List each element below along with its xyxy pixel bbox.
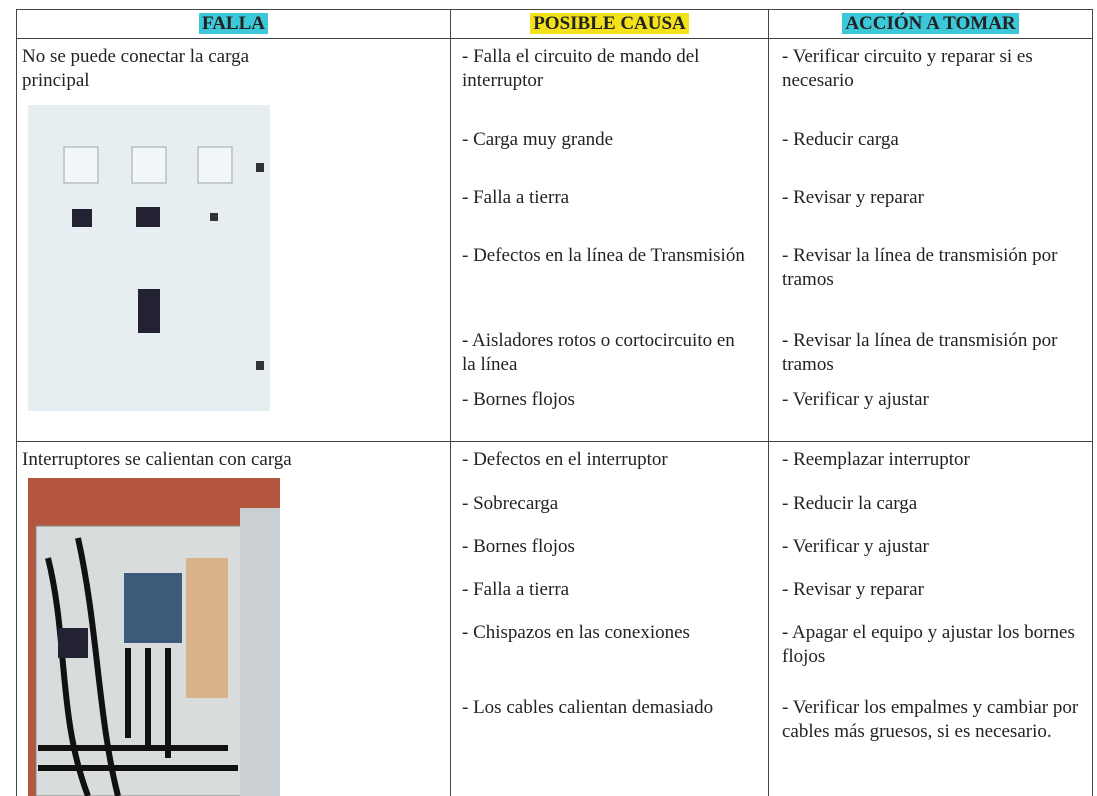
cause: - Defectos en la línea de Transmisión (462, 245, 745, 266)
cause: - Los cables calientan demasiado (462, 697, 714, 718)
enclosure-photo (28, 478, 280, 796)
action: - Reemplazar interruptor (782, 449, 970, 470)
rule (1092, 9, 1093, 796)
header-cell: POSIBLE CAUSA (451, 11, 768, 37)
action: - Reducir la carga (782, 493, 918, 514)
action: - Revisar y reparar (782, 579, 924, 600)
cause: - Chispazos en las conexiones (462, 622, 690, 643)
cause: - Sobrecarga (462, 493, 559, 514)
cause: - Falla a tierra (462, 579, 570, 600)
header-cell: FALLA (17, 11, 450, 37)
action: - Revisar la línea de transmisión por tr… (782, 245, 1058, 290)
rule (16, 441, 1093, 442)
rule (450, 9, 451, 796)
cause: - Falla a tierra (462, 187, 570, 208)
header: FALLA (199, 13, 268, 34)
cause: - Carga muy grande (462, 129, 614, 150)
header: POSIBLE CAUSA (530, 13, 689, 34)
header-cell: ACCIÓN A TOMAR (769, 11, 1092, 37)
panel-photo (28, 105, 270, 411)
failure: Interruptores se calientan con carga (22, 449, 292, 470)
action: - Revisar la línea de transmisión por tr… (782, 330, 1058, 375)
cause: - Bornes flojos (462, 536, 575, 557)
rule (16, 9, 1093, 10)
action: - Verificar y ajustar (782, 389, 929, 410)
action: - Apagar el equipo y ajustar los bornes … (782, 622, 1075, 667)
header: ACCIÓN A TOMAR (842, 13, 1019, 34)
cause: - Bornes flojos (462, 389, 575, 410)
rule (768, 9, 769, 796)
rule (16, 9, 17, 796)
cause: - Aisladores rotos o cortocircuito en la… (462, 330, 735, 375)
action: - Revisar y reparar (782, 187, 924, 208)
action: - Verificar circuito y reparar si es nec… (782, 46, 1033, 91)
failure: No se puede conectar la carga principal (22, 46, 249, 91)
action: - Reducir carga (782, 129, 899, 150)
cause: - Falla el circuito de mando del interru… (462, 46, 700, 91)
action: - Verificar y ajustar (782, 536, 929, 557)
action: - Verificar los empalmes y cambiar por c… (782, 697, 1079, 742)
rule (16, 38, 1093, 39)
cause: - Defectos en el interruptor (462, 449, 668, 470)
